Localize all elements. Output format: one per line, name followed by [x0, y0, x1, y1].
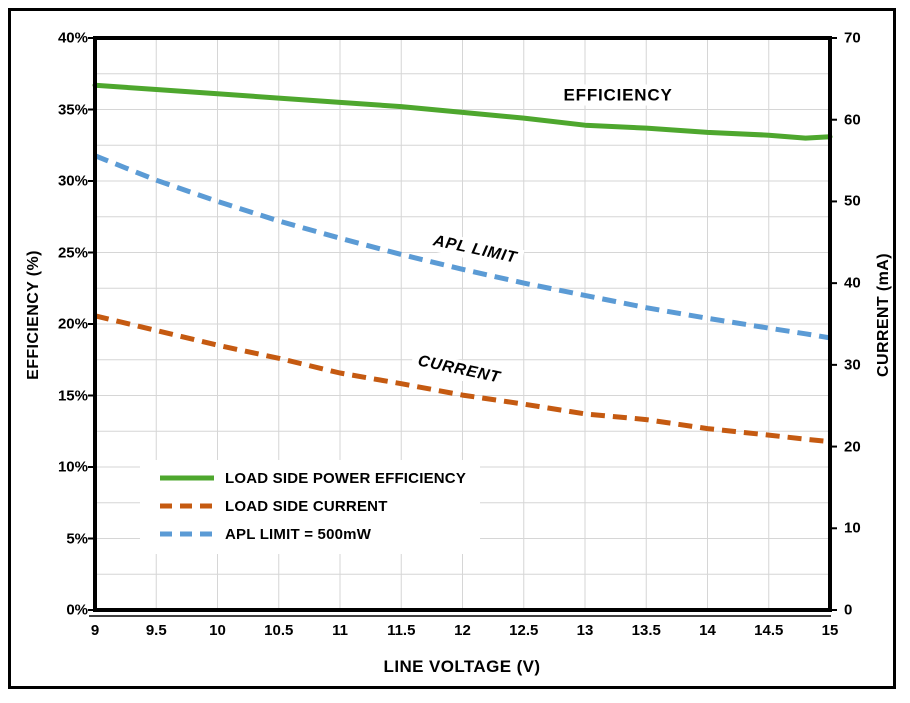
left-tick-label-20%: 20%: [57, 315, 88, 333]
legend-label: LOAD SIDE CURRENT: [225, 497, 388, 515]
right-tick-label-60: 60: [844, 111, 861, 129]
series-line-1-load-side-current: [94, 313, 831, 445]
right-tick-label-30: 30: [844, 356, 861, 374]
left-tick-label-40%: 40%: [57, 29, 88, 47]
legend-label: LOAD SIDE POWER EFFICIENCY: [225, 469, 467, 487]
right-tick-label-20: 20: [844, 438, 861, 456]
left-tick-label-35%: 35%: [57, 101, 88, 118]
right-tick-label-70: 70: [844, 29, 861, 47]
legend-item-1: LOAD SIDE CURRENT: [158, 492, 466, 520]
x-tick-label-12.5: 12.5: [509, 622, 539, 639]
legend-swatch-dashed-line-icon: [160, 503, 214, 509]
legend-swatch-dashed-line-icon: [160, 531, 214, 537]
left-tick-label-30%: 30%: [57, 172, 88, 190]
legend: LOAD SIDE POWER EFFICIENCY LOAD SIDE CURR…: [140, 460, 481, 554]
right-tick-label-40: 40: [844, 274, 861, 292]
left-tick-label-15%: 15%: [57, 387, 88, 404]
x-tick-label-15: 15: [821, 622, 839, 639]
legend-item-0: LOAD SIDE POWER EFFICIENCY: [158, 464, 466, 492]
x-tick-label-9.5: 9.5: [145, 622, 167, 639]
right-tick-label-0: 0: [844, 601, 853, 619]
series-line-0-load-side-power-efficiency: [92, 82, 833, 141]
x-tick-label-14: 14: [699, 622, 716, 639]
x-tick-label-13: 13: [576, 622, 594, 639]
right-tick-label-10: 10: [844, 519, 861, 537]
efficiency-curve-label: EFFICIENCY: [557, 84, 679, 106]
x-tick-label-9: 9: [90, 622, 100, 639]
x-tick-label-11.5: 11.5: [387, 622, 416, 639]
left-tick-label-5%: 5%: [66, 530, 88, 547]
right-axis-title: CURRENT (mA): [875, 253, 892, 377]
legend-swatch-solid-line-icon: [160, 475, 214, 481]
legend-label: APL LIMIT = 500mW: [225, 525, 372, 543]
legend-item-2: APL LIMIT = 500mW: [158, 520, 466, 548]
left-tick-label-10%: 10%: [57, 458, 88, 476]
x-tick-label-12: 12: [454, 622, 471, 639]
x-tick-label-11: 11: [332, 622, 348, 639]
series-line-2-apl-limit-500mw: [94, 153, 831, 341]
x-tick-label-10: 10: [209, 622, 226, 639]
right-tick-label-50: 50: [844, 192, 861, 210]
left-axis-title: EFFICIENCY (%): [25, 250, 42, 380]
left-tick-label-0%: 0%: [66, 601, 88, 619]
plot-border: [93, 36, 832, 612]
x-tick-label-13.5: 13.5: [631, 622, 661, 639]
left-tick-label-25%: 25%: [57, 244, 88, 261]
x-tick-label-10.5: 10.5: [264, 622, 294, 639]
x-axis-title: LINE VOLTAGE (V): [383, 657, 541, 676]
axis-ticks: [88, 37, 837, 611]
x-tick-label-14.5: 14.5: [754, 622, 784, 639]
